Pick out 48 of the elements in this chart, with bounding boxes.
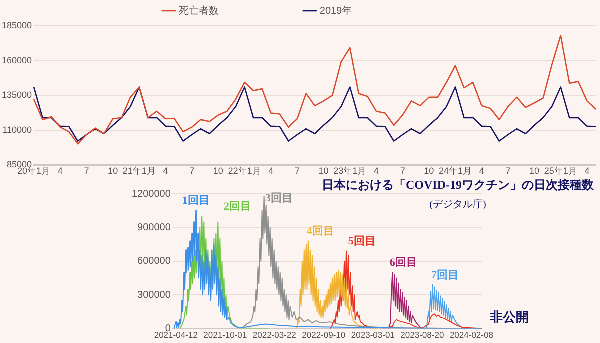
x-tick-label: 10 (530, 166, 540, 176)
x-tick-label: 7 (190, 166, 195, 176)
x-tick-label: 2023-03-01 (351, 330, 396, 340)
x-tick-label: 10 (213, 166, 224, 176)
x-tick-label: 2022-09-10 (302, 330, 346, 340)
y-tick-label: 110000 (2, 124, 32, 135)
x-tick-label: 2022-03-22 (252, 330, 297, 340)
legend-label: 死亡者数 (178, 4, 299, 17)
x-tick-label: 25年1月 (544, 166, 578, 176)
series-label: 5回目 (348, 236, 376, 248)
x-tick-label: 22年1月 (228, 166, 262, 176)
series-label: 2回目 (224, 200, 252, 213)
text: 非公開 (489, 310, 529, 325)
x-tick-label: 10 (108, 166, 118, 176)
series-label: 7回目 (431, 269, 459, 282)
x-tick-label: 20年1月 (18, 166, 51, 176)
x-tick-label: 2023-08-20 (400, 330, 444, 340)
y-tick-label: 900000 (138, 222, 172, 234)
x-tick-label: 4 (584, 166, 590, 176)
y-tick-label: 600000 (138, 256, 172, 268)
series-label: 1回目 (182, 195, 210, 208)
legend-label: 2019年 (320, 4, 432, 17)
y-tick-label: 160000 (2, 55, 32, 66)
x-tick-label: 4 (163, 166, 168, 176)
y-tick-label: 300000 (138, 290, 172, 301)
chart-title: 日本における「COVID-19ワクチン」の日次接種数 (322, 178, 595, 192)
x-tick-label: 4 (268, 166, 274, 176)
x-tick-label: 10 (318, 166, 329, 176)
x-tick-label: 7 (506, 166, 511, 176)
x-tick-label: 2021-10-01 (204, 330, 248, 340)
x-tick-label: 4 (58, 166, 63, 176)
text: (デジタル庁) (430, 198, 486, 211)
x-tick-label: 10 (424, 166, 434, 176)
x-tick-label: 7 (400, 166, 406, 176)
series-label: 4回目 (306, 226, 334, 238)
series-label: 3回目 (265, 192, 293, 204)
x-tick-label: 7 (294, 166, 300, 176)
y-tick-label: 135000 (2, 90, 32, 100)
y-tick-label: 1200000 (132, 188, 172, 200)
y-tick-label: 185000 (2, 20, 32, 30)
x-tick-label: 4 (374, 166, 379, 176)
x-tick-label: 7 (84, 166, 90, 176)
x-tick-label: 4 (479, 166, 484, 176)
x-tick-label: 23年1月 (334, 166, 367, 176)
x-tick-label: 2024-02-08 (450, 330, 494, 340)
x-tick-label: 21年1月 (122, 166, 156, 176)
series-label: 6回目 (390, 256, 418, 269)
x-tick-label: 24年1月 (438, 166, 472, 176)
